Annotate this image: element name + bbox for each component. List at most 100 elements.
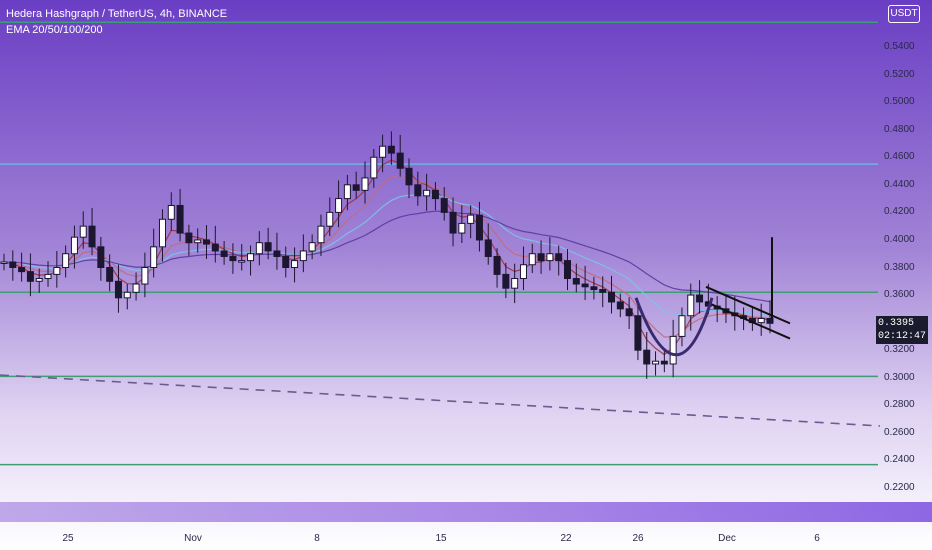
flag-pattern-line [705, 301, 791, 340]
candle-body [484, 239, 492, 257]
currency-button[interactable]: USDT [888, 5, 920, 23]
candle-body [211, 243, 219, 252]
time-tick-label: Nov [184, 533, 202, 544]
time-tick-label: 26 [632, 533, 644, 544]
candle-body [150, 246, 158, 268]
candle-body [687, 294, 695, 317]
price-tick-label: 0.3600 [884, 289, 915, 301]
candle-body [493, 255, 501, 275]
candle-body [555, 253, 563, 262]
candle-body [247, 253, 255, 262]
candle-body [696, 294, 704, 303]
candle-body [652, 360, 660, 365]
candle-body [379, 145, 387, 158]
ema-100-line [3, 194, 771, 316]
candle-body [405, 167, 413, 186]
candle-body [317, 225, 325, 244]
price-tick-label: 0.4600 [884, 151, 915, 163]
candle-body [563, 260, 571, 280]
last-price-tag: 0.3395 02:12:47 [876, 316, 928, 344]
time-tick-label: 6 [814, 533, 820, 544]
candle-body [467, 214, 475, 224]
time-tick-label: Dec [718, 533, 736, 544]
candle-body [396, 152, 404, 169]
cup-pattern-curve [634, 297, 714, 357]
price-tick-label: 0.3200 [884, 344, 915, 356]
price-tick-label: 0.4400 [884, 178, 915, 190]
candle-body [590, 286, 598, 291]
candle-body [599, 289, 607, 293]
candle-body [255, 242, 263, 255]
candle-body [220, 250, 228, 257]
volume-band [0, 502, 932, 522]
candle-body [167, 204, 175, 220]
candle-body [26, 271, 34, 282]
candle-body [669, 335, 677, 365]
candle-body [176, 204, 184, 234]
price-tick-label: 0.4800 [884, 123, 915, 135]
candle-body [616, 301, 624, 310]
candle-body [458, 222, 466, 234]
candle-body [9, 261, 17, 268]
price-tick-label: 0.5000 [884, 96, 915, 108]
time-tick-label: 15 [435, 533, 447, 544]
candle-body [608, 291, 616, 303]
candle-body [625, 308, 633, 317]
flag-pattern-line [705, 285, 791, 325]
candle-body [185, 232, 193, 244]
candle-body [238, 260, 246, 263]
candle-body [511, 278, 519, 289]
candle-body [414, 184, 422, 197]
candle-body [326, 211, 334, 227]
candle-body [0, 261, 8, 264]
price-tick-label: 0.4000 [884, 233, 915, 245]
candle-body [387, 145, 395, 154]
candle-body [141, 267, 149, 285]
candle-body [757, 317, 765, 324]
dashed-trendline [0, 374, 881, 427]
price-tick-label: 0.3800 [884, 261, 915, 273]
price-tick-label: 0.3000 [884, 371, 915, 383]
candle-body [440, 198, 448, 213]
candle-body [537, 253, 545, 262]
price-tick-label: 0.4200 [884, 206, 915, 218]
price-tick-label: 0.5200 [884, 68, 915, 80]
candle-body [581, 283, 589, 288]
candle-body [528, 253, 536, 266]
price-tick-label: 0.2400 [884, 454, 915, 466]
candle-body [352, 184, 360, 191]
candle-body [423, 189, 431, 197]
ema-20-line [3, 159, 771, 356]
time-tick-label: 25 [62, 533, 74, 544]
candle-body [335, 198, 343, 213]
time-tick-label: 22 [560, 533, 572, 544]
candle-body [643, 349, 651, 365]
candle-body [53, 267, 61, 275]
candle-body [282, 255, 290, 269]
candle-body [97, 246, 105, 268]
indicator-label[interactable]: EMA 20/50/100/200 [6, 24, 103, 36]
price-tick-label: 0.2200 [884, 482, 915, 493]
last-price: 0.3395 [878, 318, 915, 329]
price-tick-label: 0.5400 [884, 41, 915, 52]
candle-body [291, 260, 299, 268]
candle-body [678, 315, 686, 337]
price-tick-label: 0.2600 [884, 426, 915, 438]
candle-body [106, 267, 114, 282]
candle-body [475, 214, 483, 241]
candle-body [62, 253, 70, 268]
candle-body [229, 255, 237, 262]
candle-body [194, 239, 202, 244]
bar-countdown: 02:12:47 [878, 331, 927, 342]
price-tick-label: 0.2800 [884, 399, 915, 411]
candle-body [502, 273, 510, 289]
candle-body [766, 317, 774, 324]
candle-body [158, 218, 166, 248]
candle-body [308, 242, 316, 252]
candle-body [572, 278, 580, 285]
symbol-title: Hedera Hashgraph / TetherUS, 4h, BINANCE [6, 8, 228, 20]
time-tick-label: 8 [314, 533, 320, 544]
candle-body [18, 267, 26, 273]
